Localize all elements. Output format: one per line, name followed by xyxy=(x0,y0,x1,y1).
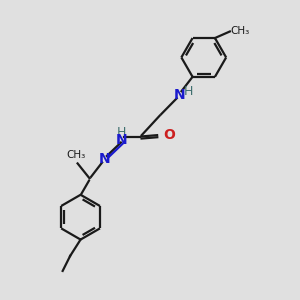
Text: N: N xyxy=(99,152,110,166)
Text: CH₃: CH₃ xyxy=(230,26,250,37)
Text: CH₃: CH₃ xyxy=(67,149,86,160)
Text: O: O xyxy=(164,128,175,142)
Text: H: H xyxy=(117,127,126,140)
Text: N: N xyxy=(173,88,185,102)
Text: H: H xyxy=(184,85,194,98)
Text: N: N xyxy=(116,133,127,147)
